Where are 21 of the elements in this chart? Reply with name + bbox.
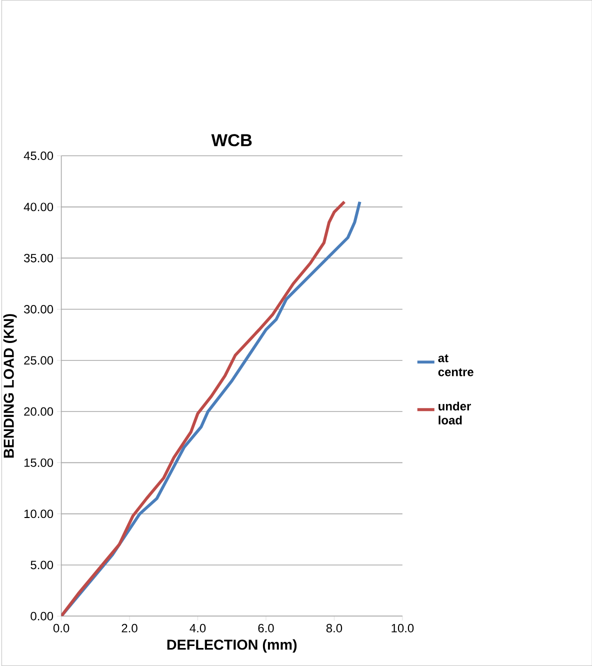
x-tick-label: 4.0 xyxy=(190,624,206,632)
y-tick-label: 30.00 xyxy=(24,305,53,314)
y-tick-label: 40.00 xyxy=(24,202,53,212)
legend-label: at centre xyxy=(438,354,474,376)
x-tick-label: 10.0 xyxy=(392,624,414,632)
x-axis-title: DEFLECTION (mm) xyxy=(167,639,296,653)
y-tick-label: 0.00 xyxy=(30,612,53,620)
y-tick-label: 35.00 xyxy=(24,254,53,262)
x-tick-label: 6.0 xyxy=(258,624,274,632)
chart-title: WCB xyxy=(211,134,252,146)
y-tick-label: 45.00 xyxy=(24,152,53,160)
y-tick-label: 10.00 xyxy=(24,510,53,518)
y-tick-label: 5.00 xyxy=(30,560,53,570)
y-tick-label: 15.00 xyxy=(24,458,53,467)
x-tick-label: 2.0 xyxy=(122,624,138,632)
x-tick-label: 0.0 xyxy=(53,624,70,632)
y-tick-label: 20.00 xyxy=(24,407,53,416)
y-tick-label: 25.00 xyxy=(24,356,53,365)
legend-label: under load xyxy=(438,402,471,424)
x-tick-label: 8.0 xyxy=(326,624,342,632)
y-axis-title: BENDING LOAD (KN) xyxy=(3,314,17,458)
